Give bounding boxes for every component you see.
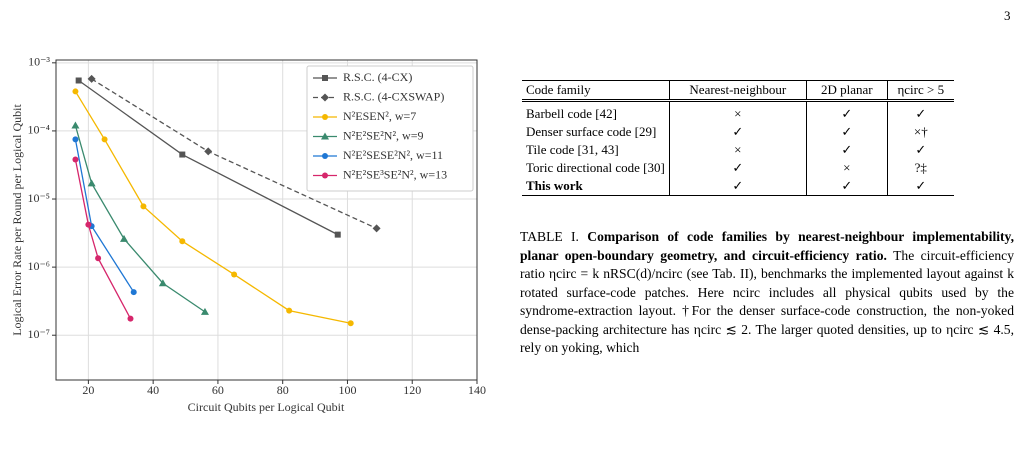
table-cell: ✓ bbox=[805, 177, 888, 196]
marker bbox=[71, 121, 80, 129]
x-tick-label: 100 bbox=[338, 383, 356, 397]
marker bbox=[322, 153, 328, 159]
marker bbox=[204, 147, 213, 156]
series-line bbox=[74, 125, 206, 313]
table-cell: This work bbox=[522, 177, 670, 196]
y-tick-label: 10⁻⁵ bbox=[27, 191, 50, 205]
table-cell: ✓ bbox=[886, 141, 954, 159]
marker bbox=[286, 307, 293, 314]
y-axis-label: Logical Error Rate per Round per Logical… bbox=[10, 104, 24, 336]
x-tick-label: 20 bbox=[82, 383, 94, 397]
x-tick-label: 40 bbox=[147, 383, 159, 397]
y-tick-label: 10⁻⁶ bbox=[27, 259, 50, 273]
x-tick-label: 120 bbox=[403, 383, 421, 397]
y-tick-label: 10⁻⁷ bbox=[27, 327, 50, 341]
marker bbox=[347, 320, 354, 327]
page-number: 3 bbox=[1004, 8, 1011, 23]
series-line bbox=[74, 159, 132, 319]
table-header-cell: 2D planar bbox=[805, 80, 888, 102]
marker bbox=[87, 179, 96, 187]
marker bbox=[72, 88, 79, 95]
marker bbox=[95, 255, 102, 262]
plot-frame bbox=[55, 59, 478, 381]
table-cell: × bbox=[805, 159, 888, 177]
table-cell: ✓ bbox=[805, 141, 888, 159]
marker bbox=[200, 307, 209, 315]
table-cell: Tile code [31, 43] bbox=[526, 142, 619, 157]
marker bbox=[179, 151, 186, 158]
x-tick-label: 140 bbox=[468, 383, 486, 397]
marker bbox=[179, 238, 186, 245]
table-row: Barbell code [42] × ✓ ✓ bbox=[522, 100, 954, 123]
table-cell: ✓ bbox=[668, 177, 807, 196]
marker bbox=[321, 93, 329, 102]
table-cell: ?‡ bbox=[886, 159, 954, 177]
table-row: Tile code [31, 43] × ✓ ✓ bbox=[522, 141, 954, 159]
table-cell: ×† bbox=[886, 123, 954, 141]
table-cell: × bbox=[668, 141, 807, 159]
table-cell: ✓ bbox=[668, 123, 807, 141]
table-cell: × bbox=[668, 100, 807, 123]
y-tick-label: 10⁻⁴ bbox=[27, 123, 50, 137]
legend-label: N²E²SESE²N², w=11 bbox=[343, 148, 443, 162]
table-cell: ✓ bbox=[886, 177, 954, 196]
marker bbox=[322, 172, 328, 179]
legend-label: R.S.C. (4-CX) bbox=[343, 70, 412, 84]
marker bbox=[130, 289, 137, 296]
marker bbox=[75, 77, 82, 84]
table-cell: ✓ bbox=[805, 100, 888, 123]
table-cell: ✓ bbox=[668, 159, 807, 177]
table-header-cell: Code family bbox=[522, 80, 670, 102]
table-row: Denser surface code [29] ✓ ✓ ×† bbox=[522, 123, 954, 141]
table-cell: Toric directional code [30] bbox=[526, 160, 665, 175]
chart: Circuit Qubits per Logical Qubit Logical… bbox=[10, 55, 486, 414]
marker bbox=[334, 231, 341, 238]
marker bbox=[231, 271, 238, 278]
table-header-cell: Nearest-neighbour bbox=[668, 80, 807, 102]
caption-text: The circuit-efficiency ratio ηcirc = k n… bbox=[520, 247, 1014, 356]
x-tick-label: 80 bbox=[277, 383, 289, 397]
y-tick-label: 10⁻³ bbox=[28, 55, 50, 69]
marker bbox=[87, 74, 96, 83]
marker bbox=[372, 224, 381, 233]
table-cell: Denser surface code [29] bbox=[526, 124, 657, 139]
table: Code family Nearest-neighbour 2D planar ηci… bbox=[522, 80, 954, 196]
marker bbox=[72, 156, 79, 163]
marker bbox=[140, 203, 147, 210]
legend-label: R.S.C. (4-CXSWAP) bbox=[343, 89, 444, 103]
table-cell: Barbell code [42] bbox=[526, 106, 617, 121]
legend-label: N²ESEN², w=7 bbox=[343, 109, 416, 123]
legend-label: N²E²SE³SE²N², w=13 bbox=[343, 167, 447, 181]
table-row: This work ✓ ✓ ✓ bbox=[522, 177, 954, 196]
marker bbox=[158, 279, 167, 287]
legend-label: N²E²SE²N², w=9 bbox=[343, 128, 424, 142]
x-axis-label: Circuit Qubits per Logical Qubit bbox=[188, 400, 345, 414]
caption-label: TABLE I. bbox=[520, 229, 579, 244]
legend-box bbox=[306, 65, 474, 192]
marker bbox=[85, 221, 92, 228]
marker bbox=[321, 132, 329, 140]
table-cell: ✓ bbox=[886, 100, 954, 123]
series-line bbox=[78, 79, 339, 236]
marker bbox=[127, 315, 134, 322]
table-row: Toric directional code [30] ✓ × ?‡ bbox=[522, 159, 954, 177]
marker bbox=[101, 136, 108, 143]
marker bbox=[72, 136, 79, 143]
caption: TABLE I. Comparison of code families by … bbox=[520, 228, 1014, 358]
marker bbox=[120, 234, 129, 242]
table-cell: ✓ bbox=[805, 123, 888, 141]
x-tick-label: 60 bbox=[212, 383, 224, 397]
table-header-cell: ηcirc > 5 bbox=[886, 80, 954, 102]
marker bbox=[322, 75, 328, 81]
marker bbox=[322, 114, 328, 120]
caption-bold: Comparison of code families by nearest-n… bbox=[520, 229, 1014, 263]
